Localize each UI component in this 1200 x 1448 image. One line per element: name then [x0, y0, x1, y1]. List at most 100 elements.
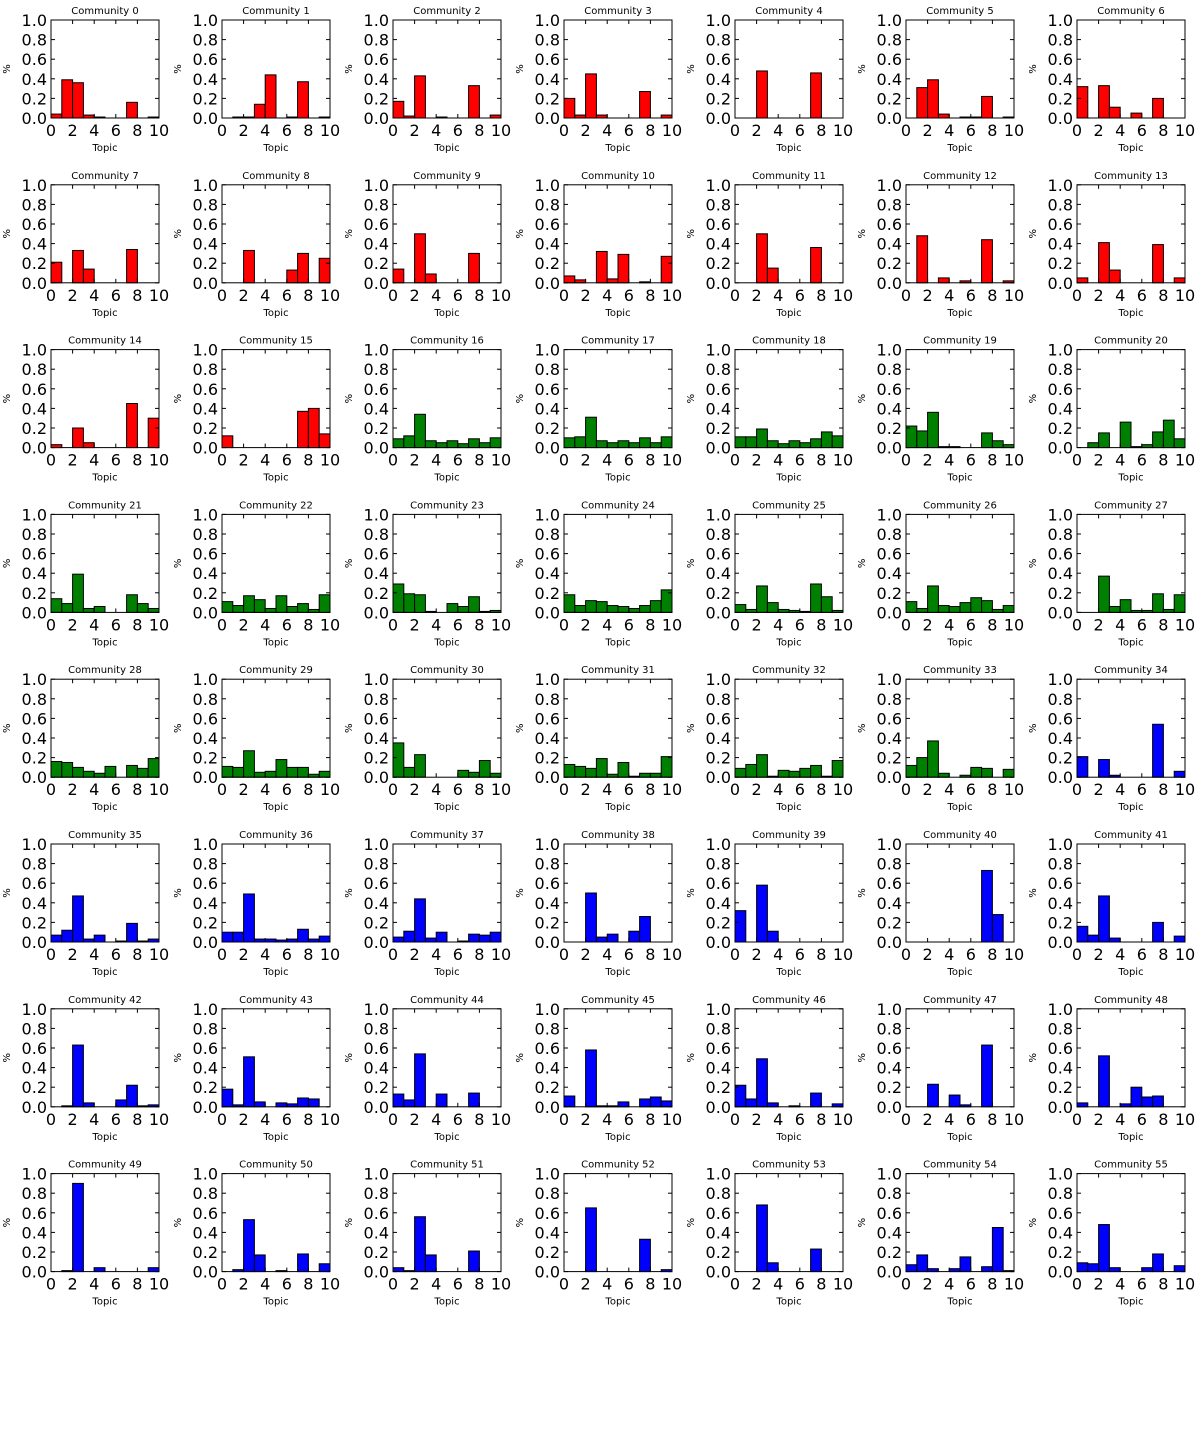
chart-6: Community 6 0.00.20.40.60.81.0 0 2 4 6 8 10 Topi…: [1028, 6, 1195, 154]
bar-topic-2: [243, 595, 255, 613]
y-tick-label: 0.0: [22, 768, 47, 787]
y-tick-label: 0.8: [706, 1019, 731, 1038]
x-tick-label: 6: [1137, 286, 1147, 305]
y-tick-label: 0.6: [706, 1204, 731, 1223]
x-tick-label: 6: [1137, 615, 1147, 634]
bar-topic-7: [468, 1092, 480, 1108]
y-tick-label: 0.6: [1048, 215, 1073, 234]
x-tick-label: 2: [752, 945, 762, 964]
y-tick-label: 0.2: [22, 1078, 47, 1097]
y-tick-label: 1.0: [1048, 670, 1073, 689]
chart-title: Community 45: [581, 995, 655, 1006]
chart-title: Community 43: [239, 995, 313, 1006]
bar-topic-1: [403, 435, 416, 449]
bar-topic-9: [660, 1100, 673, 1108]
bar-topic-2: [72, 1044, 84, 1108]
bar-topic-1: [403, 930, 416, 943]
x-tick-label: 4: [260, 615, 270, 634]
bar-topic-1: [403, 593, 416, 613]
bar-topic-7: [981, 432, 993, 449]
y-tick-label: 0.4: [22, 399, 47, 418]
plot-frame: [392, 19, 502, 119]
x-tick-label: 2: [923, 945, 933, 964]
chart-title: Community 41: [1094, 830, 1168, 841]
y-tick-label: 0.0: [364, 439, 389, 458]
x-tick-label: 0: [217, 1110, 227, 1129]
x-tick-label: 2: [68, 945, 78, 964]
y-tick-label: 0.2: [535, 254, 560, 273]
y-tick-label: 0.2: [877, 749, 902, 768]
x-tick-label: 6: [111, 945, 121, 964]
x-tick-label: 6: [1137, 945, 1147, 964]
bar-topic-2: [1098, 85, 1110, 119]
chart-title: Community 17: [581, 336, 655, 347]
x-tick-label: 8: [474, 1110, 484, 1129]
x-tick-label: 6: [111, 121, 121, 140]
chart-10: Community 10 0.00.20.40.60.81.0 0 2 4 6 8 10 Top…: [515, 171, 682, 319]
bar-topic-3: [424, 440, 437, 449]
y-tick-label: 1.0: [22, 835, 47, 854]
bar-topic-9: [660, 756, 673, 778]
y-tick-label: 0.8: [706, 855, 731, 874]
y-tick-label: 0.6: [193, 1204, 218, 1223]
chart-title: Community 35: [68, 830, 142, 841]
x-tick-label: 8: [132, 945, 142, 964]
chart-25: Community 25 0.00.20.40.60.81.0 0 2 4 6 8 10 Top…: [686, 500, 853, 648]
x-tick-label: 2: [1094, 1275, 1104, 1294]
chart-title: Community 18: [752, 336, 826, 347]
y-tick-label: 0.4: [535, 564, 560, 583]
y-tick-label: 1.0: [535, 1000, 560, 1019]
plot-frame: [1076, 1173, 1186, 1273]
x-tick-label: 6: [1137, 1275, 1147, 1294]
x-axis-label: Topic: [946, 637, 972, 648]
y-tick-label: 0.8: [877, 690, 902, 709]
x-tick-label: 10: [491, 286, 511, 305]
y-tick-label: 0.4: [1048, 729, 1073, 748]
x-axis-label: Topic: [946, 1297, 972, 1308]
x-tick-label: 2: [239, 286, 249, 305]
x-tick-label: 8: [132, 121, 142, 140]
x-tick-label: 4: [773, 1275, 783, 1294]
y-tick-label: 0.4: [364, 729, 389, 748]
y-tick-label: 0.2: [1048, 749, 1073, 768]
x-axis-label: Topic: [775, 1297, 801, 1308]
chart-17: Community 17 0.00.20.40.60.81.0 0 2 4 6 8 10 Top…: [515, 336, 682, 484]
y-tick-label: 1.0: [877, 176, 902, 195]
plot-frame: [563, 1008, 673, 1108]
x-tick-label: 10: [320, 451, 340, 470]
y-tick-label: 0.0: [535, 768, 560, 787]
bar-topic-0: [221, 601, 234, 613]
plot-frame: [221, 1008, 331, 1108]
bar-topic-7: [126, 403, 138, 449]
bar-topic-0: [221, 765, 234, 778]
x-tick-label: 0: [1072, 451, 1082, 470]
x-axis-label: Topic: [262, 473, 288, 484]
bar-topic-3: [1108, 106, 1121, 119]
bar-topic-7: [1152, 244, 1164, 284]
bar-topic-0: [50, 598, 63, 613]
bar-topic-2: [585, 416, 597, 449]
bar-topic-7: [981, 767, 993, 778]
bar-topic-2: [585, 73, 597, 119]
chart-34: Community 34 0.00.20.40.60.81.0 0 2 4 6 8 10 Top…: [1028, 665, 1195, 813]
plot-frame: [50, 349, 160, 449]
y-axis-label: %: [173, 64, 184, 74]
bar-topic-0: [1076, 277, 1089, 284]
x-tick-label: 0: [559, 1110, 569, 1129]
plot-frame: [563, 513, 673, 613]
x-tick-label: 10: [1004, 780, 1024, 799]
x-tick-label: 0: [1072, 1110, 1082, 1129]
y-tick-label: 0.8: [1048, 31, 1073, 50]
plot-frame: [392, 1173, 502, 1273]
y-tick-label: 0.6: [535, 545, 560, 564]
y-axis-label: %: [686, 1053, 697, 1063]
y-tick-label: 0.8: [364, 525, 389, 544]
y-tick-label: 0.4: [364, 894, 389, 913]
bar-topic-0: [1076, 86, 1089, 119]
x-tick-label: 2: [410, 945, 420, 964]
bar-topic-7: [639, 605, 651, 613]
x-axis-label: Topic: [433, 1297, 459, 1308]
bar-topic-2: [1098, 575, 1110, 613]
y-tick-label: 0.8: [22, 195, 47, 214]
